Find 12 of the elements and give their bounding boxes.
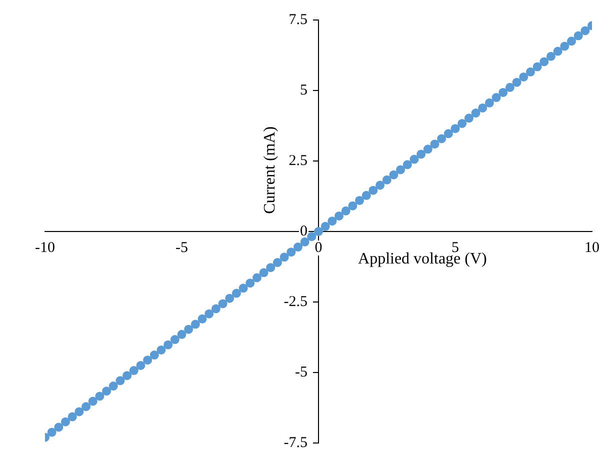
y-tick-label: -2.5 <box>284 294 308 310</box>
y-tick-label: 5 <box>300 82 308 98</box>
y-tick-label: 0 <box>300 223 308 240</box>
y-tick-label: -7.5 <box>284 434 308 451</box>
y-axis-title: Current (mA) <box>262 126 279 214</box>
x-tick-label: -10 <box>35 240 55 256</box>
y-tick-label: -5 <box>295 364 308 380</box>
y-tick-label: 2.5 <box>288 152 308 169</box>
x-tick-label: 0 <box>314 240 322 256</box>
x-tick-label: -5 <box>176 240 188 256</box>
y-tick-label: 7.5 <box>288 12 308 28</box>
x-tick-label: 10 <box>584 240 600 256</box>
